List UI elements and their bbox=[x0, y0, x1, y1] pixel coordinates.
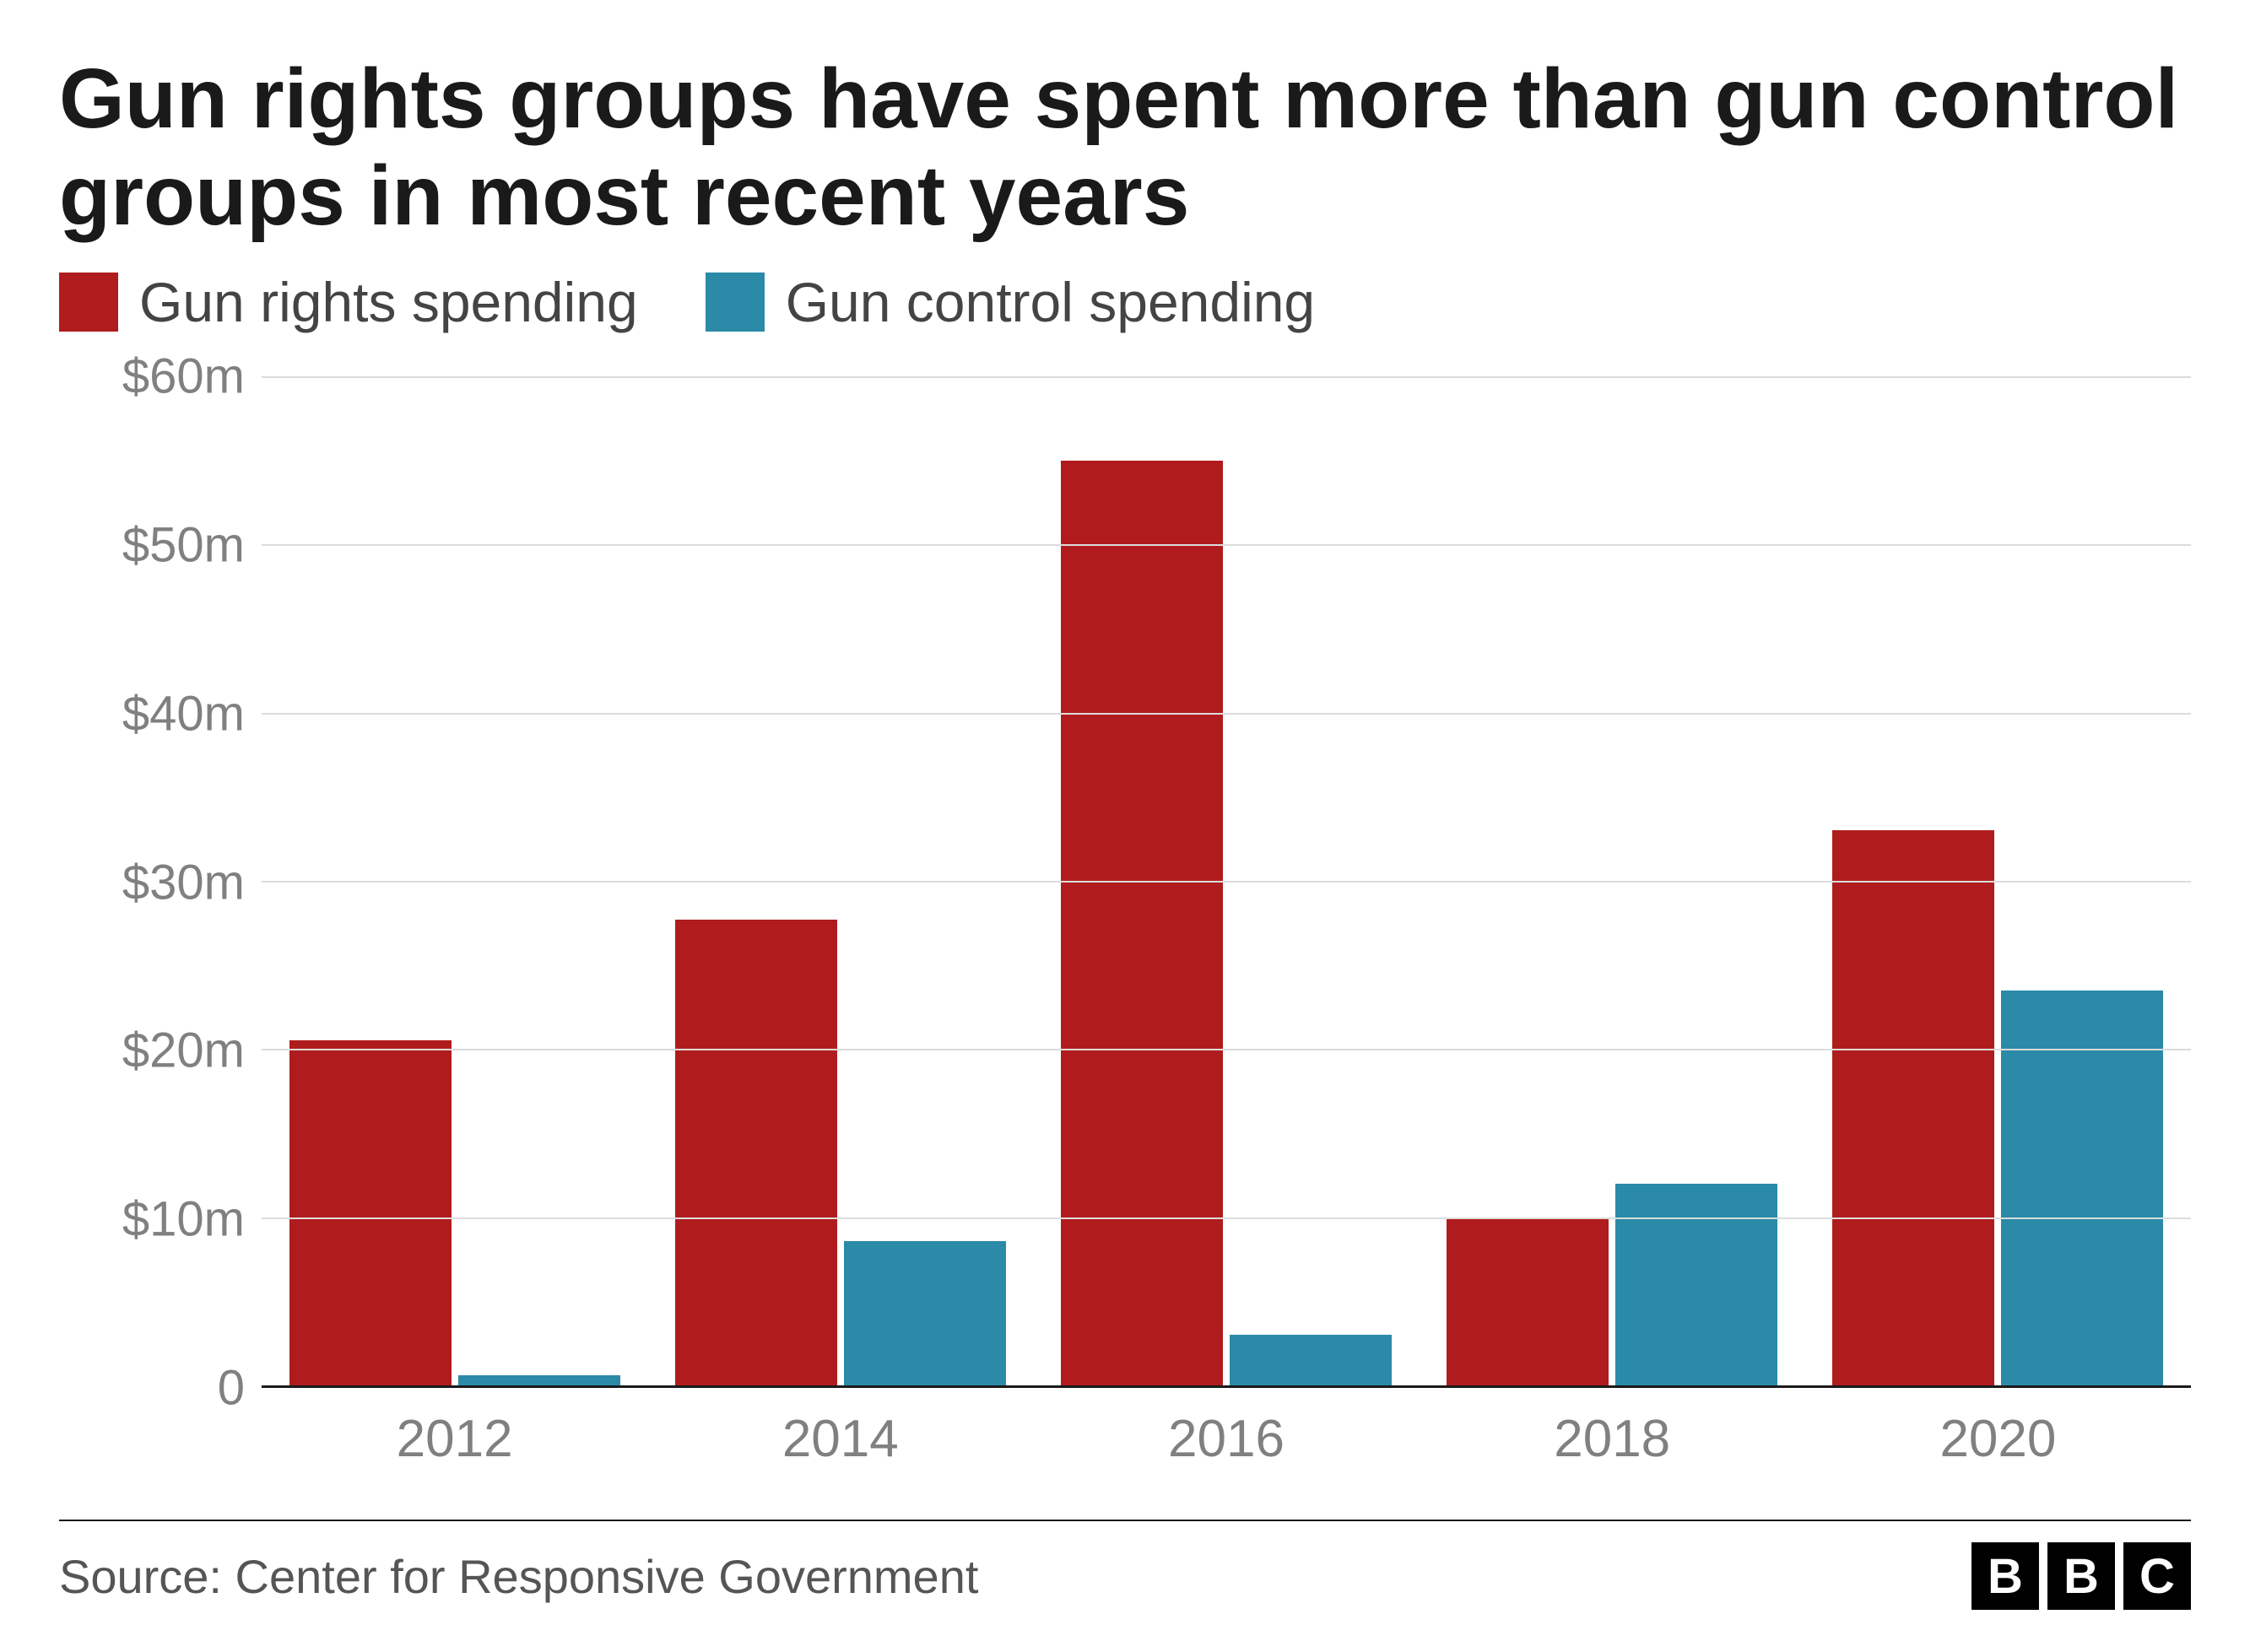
gridline bbox=[262, 1217, 2191, 1219]
bar bbox=[289, 1040, 452, 1385]
gridline bbox=[262, 1049, 2191, 1050]
y-tick-label: $20m bbox=[122, 1023, 245, 1079]
bar bbox=[1832, 830, 1994, 1385]
chart-area: 0$10m$20m$30m$40m$50m$60m 20122014201620… bbox=[59, 376, 2191, 1469]
footer: Source: Center for Responsive Government… bbox=[59, 1520, 2191, 1610]
gridline bbox=[262, 544, 2191, 546]
x-tick-label: 2016 bbox=[1033, 1409, 1419, 1469]
bar bbox=[1447, 1217, 1609, 1385]
y-tick-label: 0 bbox=[218, 1360, 245, 1417]
x-axis: 20122014201620182020 bbox=[262, 1388, 2191, 1469]
legend-swatch bbox=[59, 273, 118, 332]
x-tick-label: 2018 bbox=[1420, 1409, 1805, 1469]
source-text: Source: Center for Responsive Government bbox=[59, 1549, 978, 1604]
y-axis: 0$10m$20m$30m$40m$50m$60m bbox=[59, 376, 262, 1388]
gridline bbox=[262, 376, 2191, 378]
y-tick-label: $40m bbox=[122, 685, 245, 742]
bar bbox=[1615, 1184, 1777, 1385]
bbc-logo-block: C bbox=[2123, 1542, 2191, 1610]
y-tick-label: $10m bbox=[122, 1191, 245, 1248]
bbc-logo: BBC bbox=[1971, 1542, 2191, 1610]
bar bbox=[1230, 1335, 1392, 1385]
y-tick-label: $50m bbox=[122, 516, 245, 573]
legend-item: Gun rights spending bbox=[59, 270, 638, 334]
x-tick-label: 2014 bbox=[647, 1409, 1033, 1469]
gridline bbox=[262, 713, 2191, 715]
bar bbox=[844, 1241, 1006, 1385]
legend-swatch bbox=[706, 273, 765, 332]
y-tick-label: $30m bbox=[122, 854, 245, 910]
chart-title: Gun rights groups have spent more than g… bbox=[59, 51, 2191, 245]
bar bbox=[1061, 461, 1223, 1385]
legend-label: Gun rights spending bbox=[139, 270, 638, 334]
plot bbox=[262, 376, 2191, 1388]
bbc-logo-block: B bbox=[2047, 1542, 2115, 1610]
bbc-logo-block: B bbox=[1971, 1542, 2039, 1610]
bar bbox=[458, 1375, 620, 1385]
x-tick-label: 2020 bbox=[1805, 1409, 2191, 1469]
legend: Gun rights spending Gun control spending bbox=[59, 270, 2191, 334]
legend-label: Gun control spending bbox=[786, 270, 1315, 334]
gridline bbox=[262, 881, 2191, 883]
x-tick-label: 2012 bbox=[262, 1409, 647, 1469]
bar bbox=[675, 920, 837, 1385]
legend-item: Gun control spending bbox=[706, 270, 1315, 334]
y-tick-label: $60m bbox=[122, 348, 245, 405]
